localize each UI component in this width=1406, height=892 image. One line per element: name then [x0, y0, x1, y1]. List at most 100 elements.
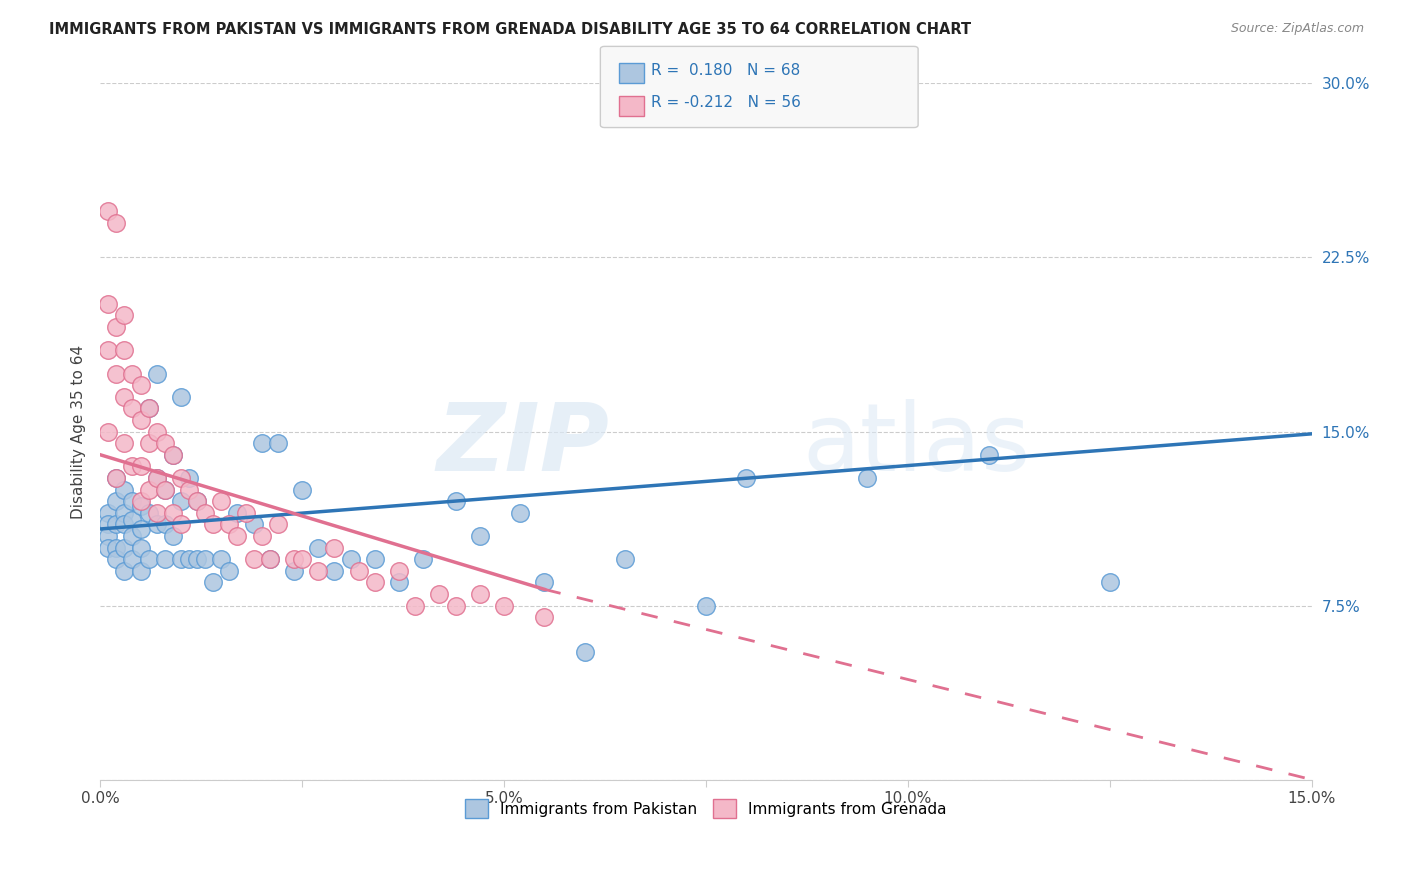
Text: IMMIGRANTS FROM PAKISTAN VS IMMIGRANTS FROM GRENADA DISABILITY AGE 35 TO 64 CORR: IMMIGRANTS FROM PAKISTAN VS IMMIGRANTS F…: [49, 22, 972, 37]
Point: [112, 309, 135, 323]
Point: [105, 320, 128, 334]
Point: [364, 575, 387, 590]
Text: R =  0.180   N = 68: R = 0.180 N = 68: [651, 63, 800, 78]
Point: [129, 564, 152, 578]
Point: [226, 506, 249, 520]
Point: [105, 541, 128, 555]
Point: [138, 436, 160, 450]
Point: [105, 494, 128, 508]
Point: [1098, 575, 1121, 590]
Point: [259, 552, 281, 566]
Point: [129, 378, 152, 392]
Text: R = -0.212   N = 56: R = -0.212 N = 56: [651, 95, 801, 111]
Point: [121, 513, 143, 527]
Point: [129, 541, 152, 555]
Point: [105, 517, 128, 532]
Point: [202, 517, 225, 532]
Point: [533, 610, 555, 624]
Point: [283, 564, 305, 578]
Point: [129, 499, 152, 513]
Point: [112, 517, 135, 532]
Point: [170, 471, 193, 485]
Point: [614, 552, 637, 566]
Point: [177, 483, 200, 497]
Text: Source: ZipAtlas.com: Source: ZipAtlas.com: [1230, 22, 1364, 36]
Point: [364, 552, 387, 566]
Point: [153, 483, 176, 497]
Point: [170, 494, 193, 508]
Point: [533, 575, 555, 590]
Point: [145, 425, 167, 439]
Point: [695, 599, 717, 613]
Point: [145, 506, 167, 520]
Point: [735, 471, 758, 485]
Point: [242, 552, 264, 566]
Point: [153, 436, 176, 450]
Point: [112, 343, 135, 358]
Point: [112, 541, 135, 555]
Point: [112, 506, 135, 520]
Point: [145, 471, 167, 485]
Point: [323, 564, 346, 578]
Point: [121, 367, 143, 381]
Point: [170, 552, 193, 566]
Point: [170, 390, 193, 404]
Point: [202, 575, 225, 590]
Point: [404, 599, 426, 613]
Point: [427, 587, 450, 601]
Point: [162, 529, 184, 543]
Point: [138, 506, 160, 520]
Point: [145, 367, 167, 381]
Point: [121, 459, 143, 474]
Point: [153, 552, 176, 566]
Point: [226, 529, 249, 543]
Point: [105, 216, 128, 230]
Point: [444, 599, 467, 613]
Point: [97, 425, 120, 439]
Point: [129, 494, 152, 508]
Point: [194, 552, 217, 566]
Point: [112, 436, 135, 450]
Point: [509, 506, 531, 520]
Legend: Immigrants from Pakistan, Immigrants from Grenada: Immigrants from Pakistan, Immigrants fro…: [460, 793, 953, 824]
Point: [105, 367, 128, 381]
Point: [138, 552, 160, 566]
Point: [138, 483, 160, 497]
Point: [121, 494, 143, 508]
Point: [162, 448, 184, 462]
Point: [388, 575, 411, 590]
Point: [129, 522, 152, 536]
Y-axis label: Disability Age 35 to 64: Disability Age 35 to 64: [72, 344, 86, 518]
Point: [468, 587, 491, 601]
Point: [323, 541, 346, 555]
Point: [153, 483, 176, 497]
Point: [267, 517, 290, 532]
Point: [121, 401, 143, 416]
Point: [145, 471, 167, 485]
Point: [492, 599, 515, 613]
Point: [105, 471, 128, 485]
Point: [242, 517, 264, 532]
Point: [291, 552, 314, 566]
Point: [170, 517, 193, 532]
Point: [235, 506, 257, 520]
Point: [112, 390, 135, 404]
Point: [347, 564, 370, 578]
Point: [209, 494, 232, 508]
Point: [186, 494, 208, 508]
Point: [129, 413, 152, 427]
Point: [112, 483, 135, 497]
Point: [97, 343, 120, 358]
Text: atlas: atlas: [803, 400, 1031, 491]
Point: [105, 552, 128, 566]
Point: [177, 552, 200, 566]
Point: [153, 517, 176, 532]
Point: [283, 552, 305, 566]
Point: [97, 541, 120, 555]
Point: [444, 494, 467, 508]
Point: [121, 529, 143, 543]
Text: ZIP: ZIP: [436, 400, 609, 491]
Point: [97, 297, 120, 311]
Point: [162, 506, 184, 520]
Point: [177, 471, 200, 485]
